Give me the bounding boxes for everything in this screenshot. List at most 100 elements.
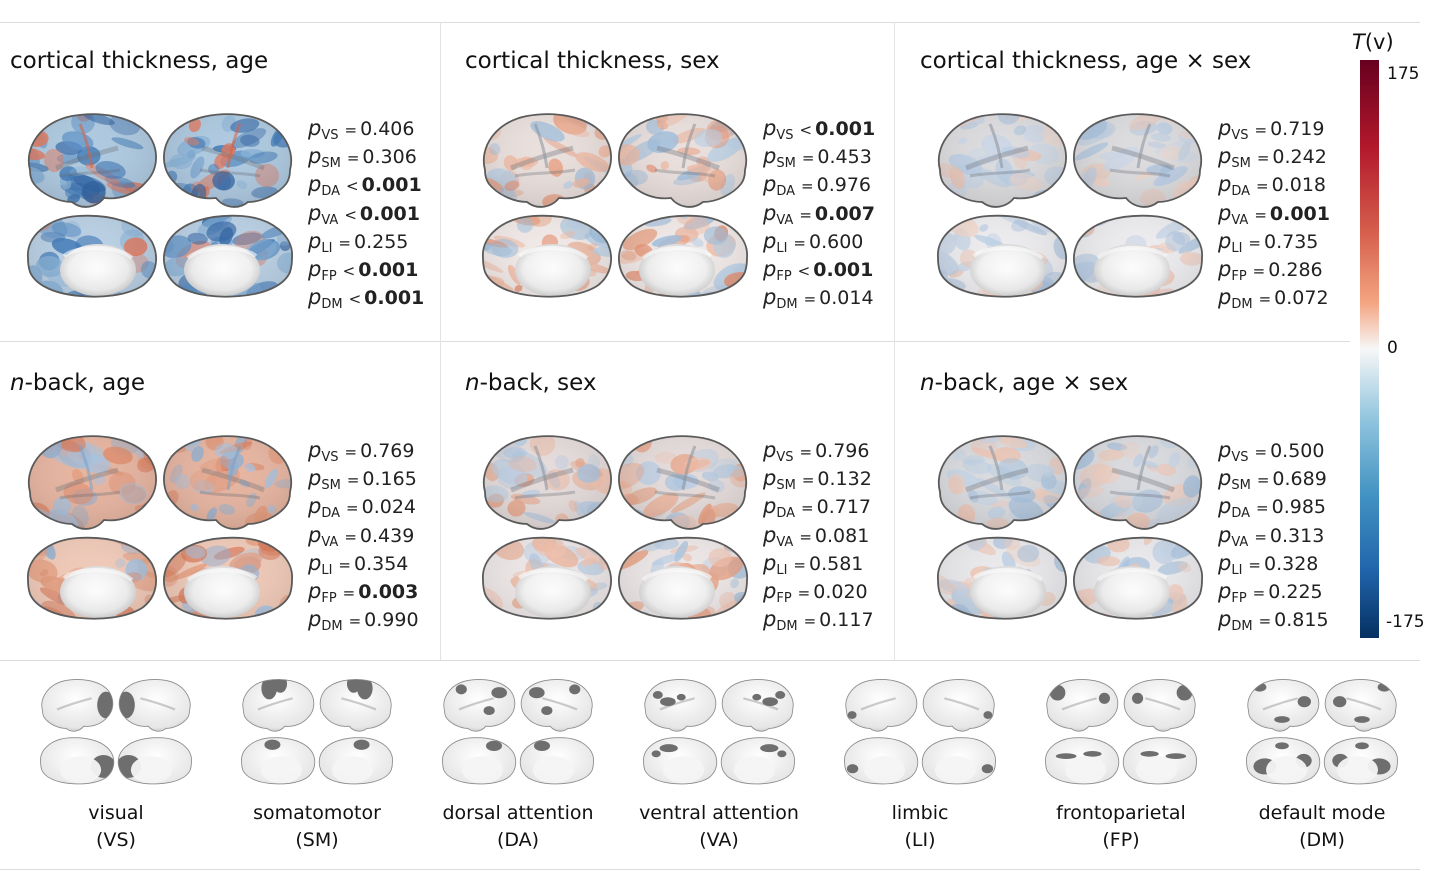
p-symbol: p <box>1218 578 1232 603</box>
medial-network-map <box>1242 732 1322 790</box>
lateral-hemisphere-map <box>615 430 755 534</box>
network-label: limbic (LI) <box>840 800 1000 854</box>
p-symbol: p <box>1218 256 1232 281</box>
p-value: 0.072 <box>1274 287 1329 310</box>
comparison-operator: = <box>1256 149 1270 168</box>
network-subscript: VS <box>1231 128 1249 143</box>
network-subscript: DA <box>321 184 341 200</box>
network-abbreviation: (DM) <box>1299 829 1345 851</box>
comparison-operator: = <box>801 499 814 518</box>
comparison-operator: = <box>1256 471 1270 490</box>
comparison-operator: = <box>1258 612 1272 631</box>
p-value: 0.313 <box>1269 524 1325 547</box>
p-symbol: p <box>308 494 322 519</box>
p-value: 0.007 <box>814 202 875 225</box>
p-value-row: pFP = 0.020 <box>763 579 898 607</box>
p-value: 0.001 <box>813 258 874 281</box>
network-abbreviation: (LI) <box>904 829 936 851</box>
network-legend-item: dorsal attention (DA) <box>438 676 598 856</box>
p-value-row: pVA <0.001 <box>308 201 443 229</box>
p-value-list: pVS = 0.500 pSM = 0.689 pDA = 0.985 pVA = 0.313 pLI =… <box>1218 438 1353 635</box>
p-value-row: pDA = 0.018 <box>1218 172 1353 200</box>
p-value: 0.020 <box>813 580 868 603</box>
p-symbol: p <box>763 200 777 225</box>
p-symbol: p <box>308 607 322 632</box>
p-symbol: p <box>308 522 322 547</box>
p-value-row: pVS = 0.769 <box>308 438 443 466</box>
result-panel: n-back, sex pVS = 0.796 pSM = 0.132 pDA = 0.717 pV… <box>455 344 905 664</box>
network-subscript: DA <box>776 506 796 522</box>
colorbar-max-label: 175 <box>1387 64 1420 84</box>
p-value-row: pDA = 0.976 <box>763 172 898 200</box>
p-value: 0.453 <box>817 146 872 169</box>
comparison-operator: = <box>348 612 362 631</box>
medial-hemisphere-map <box>1070 530 1210 620</box>
network-subscript: LI <box>776 562 788 578</box>
p-value: 0.165 <box>362 468 417 491</box>
panel-title: n-back, age <box>10 370 146 396</box>
p-value-row: pLI = 0.581 <box>763 551 898 579</box>
lateral-network-map <box>317 676 397 738</box>
network-subscript: DA <box>1231 184 1251 200</box>
p-value: 0.976 <box>816 174 872 197</box>
p-symbol: p <box>1218 172 1232 197</box>
p-symbol: p <box>1218 228 1232 253</box>
network-subscript: DM <box>321 619 343 635</box>
p-value-row: pFP <0.001 <box>308 257 443 285</box>
medial-hemisphere-map <box>930 208 1070 298</box>
network-label: default mode (DM) <box>1242 800 1402 854</box>
network-abbreviation: (VA) <box>699 829 739 851</box>
network-subscript: SM <box>321 156 341 172</box>
network-label: ventral attention (VA) <box>639 800 799 854</box>
network-subscript: LI <box>1231 562 1243 578</box>
brain-surface-maps <box>475 430 755 620</box>
medial-hemisphere-map <box>160 530 300 620</box>
network-subscript: DM <box>321 297 343 313</box>
p-symbol: p <box>308 228 322 253</box>
comparison-operator: = <box>1248 555 1261 574</box>
p-symbol: p <box>1218 438 1232 462</box>
p-value-row: pDA = 0.717 <box>763 494 898 522</box>
network-name: default mode <box>1258 802 1386 824</box>
p-value-list: pVS <0.001 pSM = 0.453 pDA = 0.976 pVA = 0.007 pLI =… <box>763 116 898 313</box>
medial-network-map <box>639 732 719 790</box>
comparison-operator: = <box>799 205 812 224</box>
comparison-operator: < <box>799 121 813 139</box>
p-symbol: p <box>763 172 777 197</box>
network-subscript: FP <box>1231 590 1247 606</box>
medial-network-map <box>1121 732 1201 790</box>
p-symbol: p <box>1218 607 1232 632</box>
network-abbreviation: (DA) <box>496 829 540 851</box>
comparison-operator: = <box>797 583 811 602</box>
p-value-row: pVA = 0.007 <box>763 201 898 229</box>
p-value: 0.001 <box>358 258 419 281</box>
comparison-operator: = <box>344 121 358 139</box>
network-abbreviation: (VS) <box>96 829 136 851</box>
lateral-network-map <box>1041 676 1121 738</box>
medial-network-map <box>116 732 196 790</box>
p-symbol: p <box>308 466 322 491</box>
network-subscript: LI <box>321 562 333 578</box>
p-value: 0.735 <box>1264 230 1319 253</box>
medial-hemisphere-map <box>1070 208 1210 298</box>
network-subscript: DA <box>776 184 796 200</box>
lateral-hemisphere-map <box>160 108 300 212</box>
p-symbol: p <box>1218 466 1232 491</box>
p-value-row: pLI = 0.600 <box>763 229 898 257</box>
p-symbol: p <box>308 256 322 281</box>
column-divider-2 <box>894 22 895 660</box>
p-symbol: p <box>308 200 322 225</box>
comparison-operator: = <box>1256 177 1269 196</box>
network-name: limbic <box>891 802 949 824</box>
p-value-row: pDA <0.001 <box>308 172 443 200</box>
medial-network-map <box>518 732 598 790</box>
comparison-operator: = <box>338 555 351 574</box>
medial-hemisphere-map <box>20 208 160 298</box>
network-name: ventral attention <box>639 802 799 824</box>
p-value: 0.001 <box>1269 202 1330 225</box>
medial-network-map <box>920 732 1000 790</box>
medial-hemisphere-map <box>475 530 615 620</box>
p-value-row: pDM = 0.815 <box>1218 607 1353 635</box>
network-brain-map <box>1242 676 1402 791</box>
network-legend-item: somatomotor (SM) <box>237 676 397 856</box>
